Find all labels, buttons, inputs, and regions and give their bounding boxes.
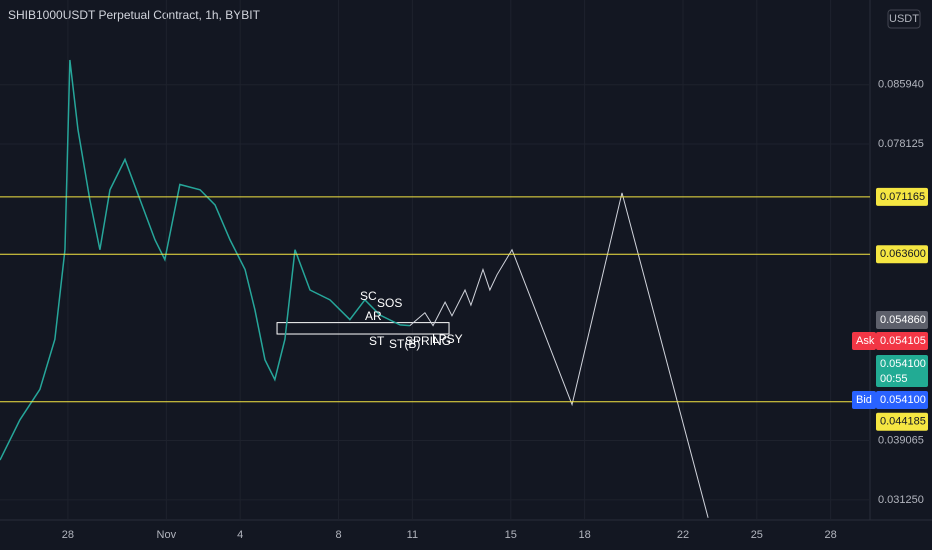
x-tick-label: 28 <box>62 529 74 541</box>
wyckoff-label: SPRING <box>405 334 451 348</box>
x-tick-label: 25 <box>751 529 763 541</box>
wyckoff-label: AR <box>365 309 382 323</box>
x-tick-label: 15 <box>505 529 517 541</box>
x-tick-label: 22 <box>677 529 689 541</box>
price-line <box>0 59 410 461</box>
level-tag <box>876 245 928 264</box>
price-line <box>409 192 709 518</box>
wyckoff-label: ST <box>369 334 385 348</box>
ask-price-box <box>876 332 928 350</box>
wyckoff-label: ST(B) <box>389 337 420 351</box>
range-box <box>276 322 450 335</box>
last-price: 0.054860 <box>880 314 926 326</box>
y-tick-label: 0.031250 <box>878 494 924 506</box>
x-tick-label: Nov <box>157 529 177 541</box>
level-tag <box>876 187 928 206</box>
bid-price: 0.054100 <box>880 394 926 406</box>
last-price-box <box>876 311 928 329</box>
x-tick-label: 28 <box>825 529 837 541</box>
bid-tag: Bid <box>856 394 872 406</box>
wyckoff-label: LPSY <box>432 332 463 346</box>
y-tick-label: 0.078125 <box>878 138 924 150</box>
current-box <box>876 355 928 387</box>
wyckoff-label: SOS <box>377 296 402 310</box>
currency-box[interactable] <box>887 9 921 29</box>
ask-tag: Ask <box>856 335 875 347</box>
ask-tag-box <box>852 332 876 350</box>
bid-price-box <box>876 391 928 409</box>
currency[interactable]: USDT <box>889 13 919 25</box>
current-price: 0.054100 <box>880 358 926 370</box>
countdown: 00:55 <box>880 373 908 385</box>
x-tick-label: 8 <box>335 529 341 541</box>
x-tick-label: 4 <box>237 529 243 541</box>
chart-title: SHIB1000USDT Perpetual Contract, 1h, BYB… <box>8 8 261 22</box>
wyckoff-label: SC <box>360 289 377 303</box>
y-tick-label: 0.085940 <box>878 79 924 91</box>
x-tick-label: 18 <box>578 529 590 541</box>
level-label: 0.063600 <box>880 248 926 260</box>
y-tick-label: 0.039065 <box>878 434 924 446</box>
level-label: 0.071165 <box>880 191 925 203</box>
level-label: 0.044185 <box>880 416 926 428</box>
ask-price: 0.054105 <box>880 335 926 347</box>
x-tick-label: 11 <box>407 529 418 541</box>
level-tag <box>876 412 928 431</box>
bid-tag-box <box>852 391 876 409</box>
